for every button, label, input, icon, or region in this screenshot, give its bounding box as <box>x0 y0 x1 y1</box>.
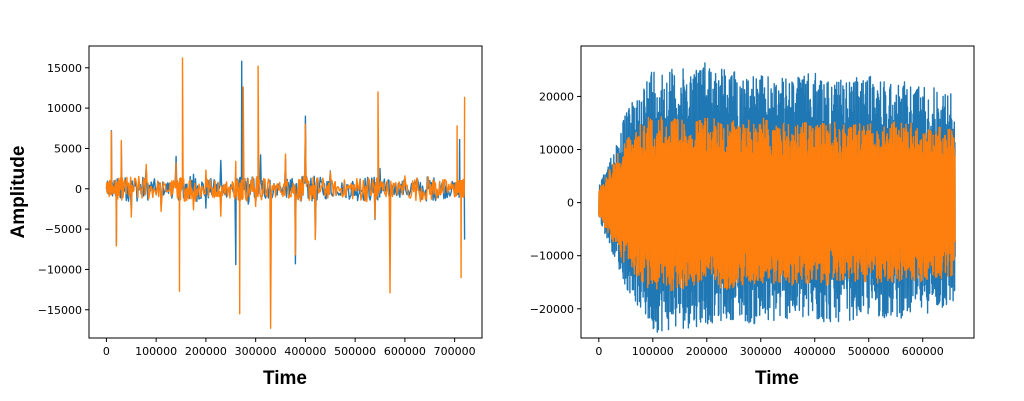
x-tick-label: 500000 <box>334 345 376 358</box>
x-tick-label: 200000 <box>185 345 227 358</box>
x-tick-label: 600000 <box>902 345 944 358</box>
x-tick-label: 100000 <box>632 345 674 358</box>
x-tick-label: 0 <box>595 345 602 358</box>
x-tick-label: 500000 <box>848 345 890 358</box>
x-tick-label: 300000 <box>740 345 782 358</box>
left-chart-x-axis-title: Time <box>263 368 307 389</box>
x-tick-label: 400000 <box>284 345 326 358</box>
right-chart: 0 100000 200000 300000 400000 500000 600000 −2… <box>530 45 975 389</box>
left-chart-x-ticks: 0 100000 200000 300000 400000 500000 600000 700… <box>103 338 476 358</box>
y-tick-label: 10000 <box>539 144 574 157</box>
right-chart-frame <box>580 45 975 339</box>
series-line-2 <box>598 116 956 292</box>
y-tick-label: −5000 <box>45 223 82 236</box>
y-tick-label: 15000 <box>47 62 82 75</box>
left-chart: 0 100000 200000 300000 400000 500000 600000 700… <box>8 45 483 389</box>
y-tick-label: 5000 <box>54 142 82 155</box>
left-chart-series <box>105 57 466 329</box>
y-tick-label: 10000 <box>47 102 82 115</box>
y-tick-label: 0 <box>567 197 574 210</box>
left-chart-frame <box>88 45 483 339</box>
y-tick-label: −15000 <box>38 304 82 317</box>
x-tick-label: 0 <box>103 345 110 358</box>
y-tick-label: 20000 <box>539 90 574 103</box>
y-tick-label: −10000 <box>530 250 574 263</box>
y-tick-label: −20000 <box>530 303 574 316</box>
x-tick-label: 700000 <box>434 345 476 358</box>
right-chart-x-ticks: 0 100000 200000 300000 400000 500000 600000 <box>595 338 944 358</box>
series-line-2 <box>105 57 466 329</box>
right-chart-y-ticks: −20000 −10000 0 10000 20000 <box>530 90 581 316</box>
right-chart-series <box>598 62 956 333</box>
x-tick-label: 400000 <box>794 345 836 358</box>
x-tick-label: 600000 <box>384 345 426 358</box>
x-tick-label: 200000 <box>686 345 728 358</box>
right-chart-x-axis-title: Time <box>755 368 799 389</box>
left-chart-y-axis-title: Amplitude <box>8 146 29 239</box>
y-tick-label: −10000 <box>38 263 82 276</box>
x-tick-label: 100000 <box>135 345 177 358</box>
y-tick-label: 0 <box>75 183 82 196</box>
x-tick-label: 300000 <box>235 345 277 358</box>
left-chart-y-ticks: −15000 −10000 −5000 0 5000 10000 15000 <box>38 62 89 317</box>
